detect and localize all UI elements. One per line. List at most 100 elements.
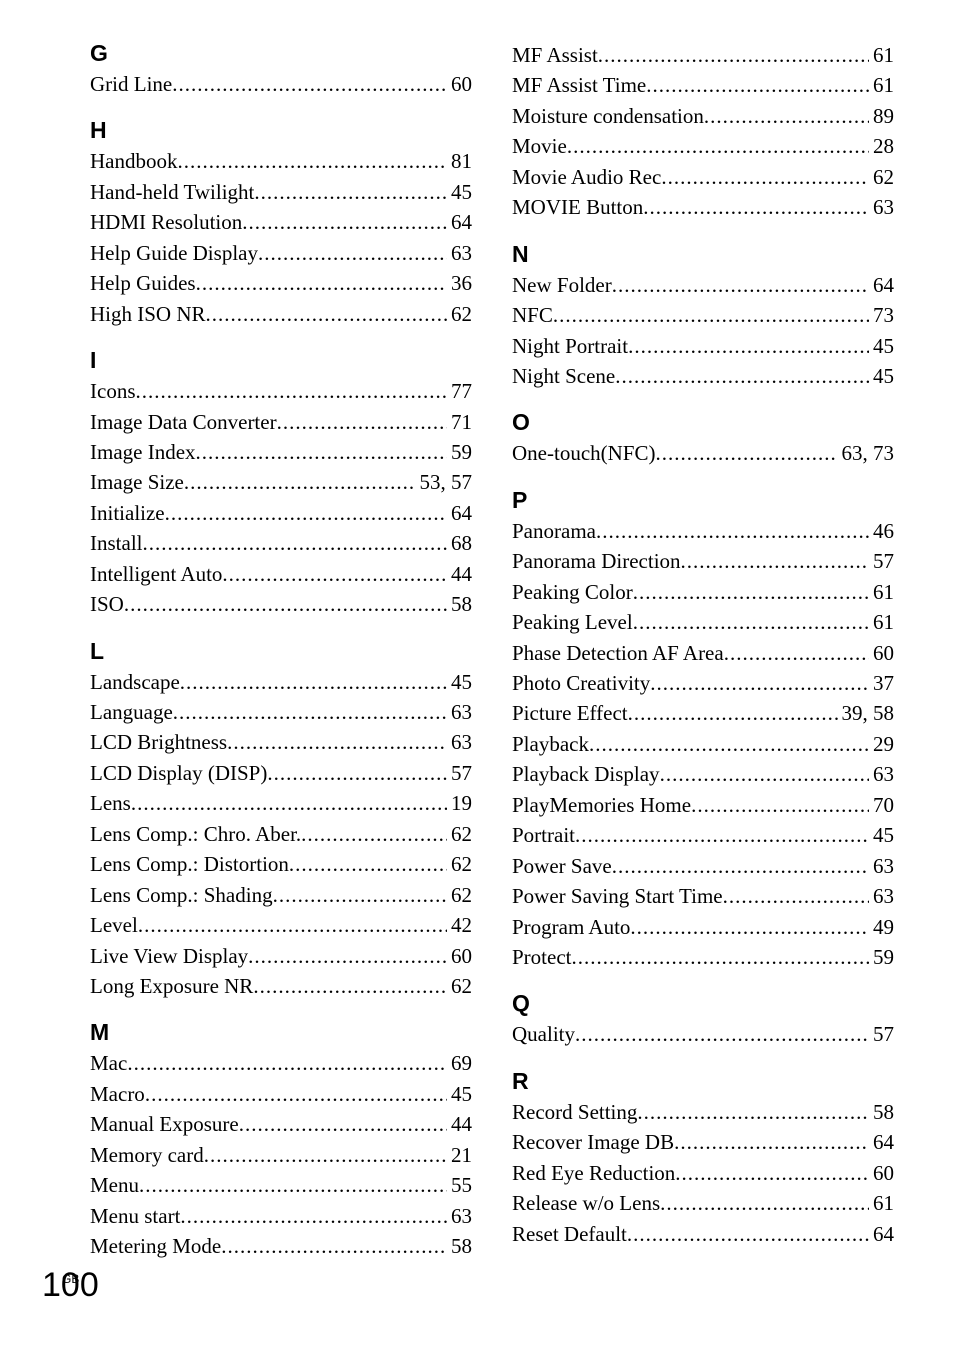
index-entry: Movie Audio Rec 62	[512, 162, 894, 192]
index-entry: Peaking Level 61	[512, 607, 894, 637]
entry-label: Lens Comp.: Shading	[90, 880, 273, 910]
entry-dots	[178, 146, 448, 176]
entry-dots	[723, 881, 869, 911]
entry-page: 45	[447, 667, 472, 697]
entry-label: Image Data Converter	[90, 407, 277, 437]
index-entry: ISO 58	[90, 589, 472, 619]
entry-label: MF Assist Time	[512, 70, 646, 100]
index-entry: Image Data Converter 71	[90, 407, 472, 437]
entry-dots	[627, 1219, 869, 1249]
entry-page: 49	[869, 912, 894, 942]
entry-dots	[273, 880, 447, 910]
entry-page: 42	[447, 910, 472, 940]
entry-page: 62	[869, 162, 894, 192]
section-heading: R	[512, 1068, 894, 1095]
entry-label: Image Size	[90, 467, 184, 497]
entry-page: 45	[869, 820, 894, 850]
entry-label: HDMI Resolution	[90, 207, 242, 237]
entry-dots	[612, 851, 869, 881]
entry-dots	[674, 1127, 869, 1157]
section-heading: H	[90, 117, 472, 144]
index-entry: Movie 28	[512, 131, 894, 161]
index-entry: One-touch(NFC) 63, 73	[512, 438, 894, 468]
index-entry: Language 63	[90, 697, 472, 727]
index-entry: Night Scene 45	[512, 361, 894, 391]
entry-dots	[242, 207, 447, 237]
entry-label: Peaking Color	[512, 577, 633, 607]
index-entry: Panorama 46	[512, 516, 894, 546]
index-entry: Memory card 21	[90, 1140, 472, 1170]
entry-dots	[172, 69, 447, 99]
footer-region-code: GB	[62, 1272, 79, 1286]
entry-dots	[196, 268, 447, 298]
index-entry: Portrait 45	[512, 820, 894, 850]
entry-page: 63	[447, 238, 472, 268]
entry-page: 71	[447, 407, 472, 437]
entry-label: High ISO NR	[90, 299, 206, 329]
entry-page: 63	[447, 727, 472, 757]
index-entry: Grid Line 60	[90, 69, 472, 99]
entry-dots	[239, 1109, 447, 1139]
entry-dots	[145, 1079, 447, 1109]
entry-label: Night Scene	[512, 361, 615, 391]
entry-page: 64	[869, 270, 894, 300]
entry-page: 29	[869, 729, 894, 759]
entry-dots	[165, 498, 447, 528]
entry-dots	[637, 1097, 869, 1127]
entry-dots	[221, 1231, 447, 1261]
entry-page: 46	[869, 516, 894, 546]
index-entry: LCD Brightness 63	[90, 727, 472, 757]
entry-dots	[180, 667, 447, 697]
entry-dots	[661, 162, 869, 192]
entry-page: 64	[869, 1219, 894, 1249]
entry-label: Quality	[512, 1019, 575, 1049]
entry-page: 64	[447, 207, 472, 237]
entry-label: ISO	[90, 589, 124, 619]
index-entry: High ISO NR 62	[90, 299, 472, 329]
entry-page: 63	[447, 697, 472, 727]
entry-label: Intelligent Auto	[90, 559, 222, 589]
entry-label: Lens	[90, 788, 131, 818]
entry-page: 64	[447, 498, 472, 528]
index-entry: Photo Creativity 37	[512, 668, 894, 698]
index-entry: Reset Default 64	[512, 1219, 894, 1249]
entry-label: MOVIE Button	[512, 192, 643, 222]
entry-dots	[204, 1140, 447, 1170]
entry-label: Grid Line	[90, 69, 172, 99]
index-entry: Playback 29	[512, 729, 894, 759]
index-entry: Help Guides 36	[90, 268, 472, 298]
entry-label: One-touch(NFC)	[512, 438, 655, 468]
entry-label: Install	[90, 528, 143, 558]
entry-dots	[615, 361, 869, 391]
entry-dots	[630, 912, 869, 942]
entry-page: 45	[447, 1079, 472, 1109]
index-entry: Playback Display 63	[512, 759, 894, 789]
index-entry: Red Eye Reduction 60	[512, 1158, 894, 1188]
entry-page: 81	[447, 146, 472, 176]
entry-dots	[575, 1019, 869, 1049]
entry-page: 73	[869, 300, 894, 330]
entry-label: Playback	[512, 729, 589, 759]
entry-label: Panorama Direction	[512, 546, 681, 576]
section-heading: P	[512, 487, 894, 514]
entry-dots	[138, 910, 447, 940]
entry-page: 63	[447, 1201, 472, 1231]
index-entry: Lens Comp.: Distortion 62	[90, 849, 472, 879]
entry-label: Movie	[512, 131, 567, 161]
entry-page: 63	[869, 851, 894, 881]
index-entry: Live View Display 60	[90, 941, 472, 971]
entry-label: Hand-held Twilight	[90, 177, 254, 207]
entry-dots	[675, 1158, 869, 1188]
entry-page: 62	[447, 880, 472, 910]
index-entry: New Folder 64	[512, 270, 894, 300]
entry-page: 63	[869, 192, 894, 222]
index-entry: Mac 69	[90, 1048, 472, 1078]
index-entry: Landscape 45	[90, 667, 472, 697]
entry-dots	[248, 941, 447, 971]
index-entry: Intelligent Auto 44	[90, 559, 472, 589]
entry-page: 36	[447, 268, 472, 298]
index-page: GGrid Line 60HHandbook 81Hand-held Twili…	[0, 0, 954, 1261]
entry-page: 45	[869, 331, 894, 361]
entry-dots	[131, 788, 447, 818]
entry-page: 37	[869, 668, 894, 698]
